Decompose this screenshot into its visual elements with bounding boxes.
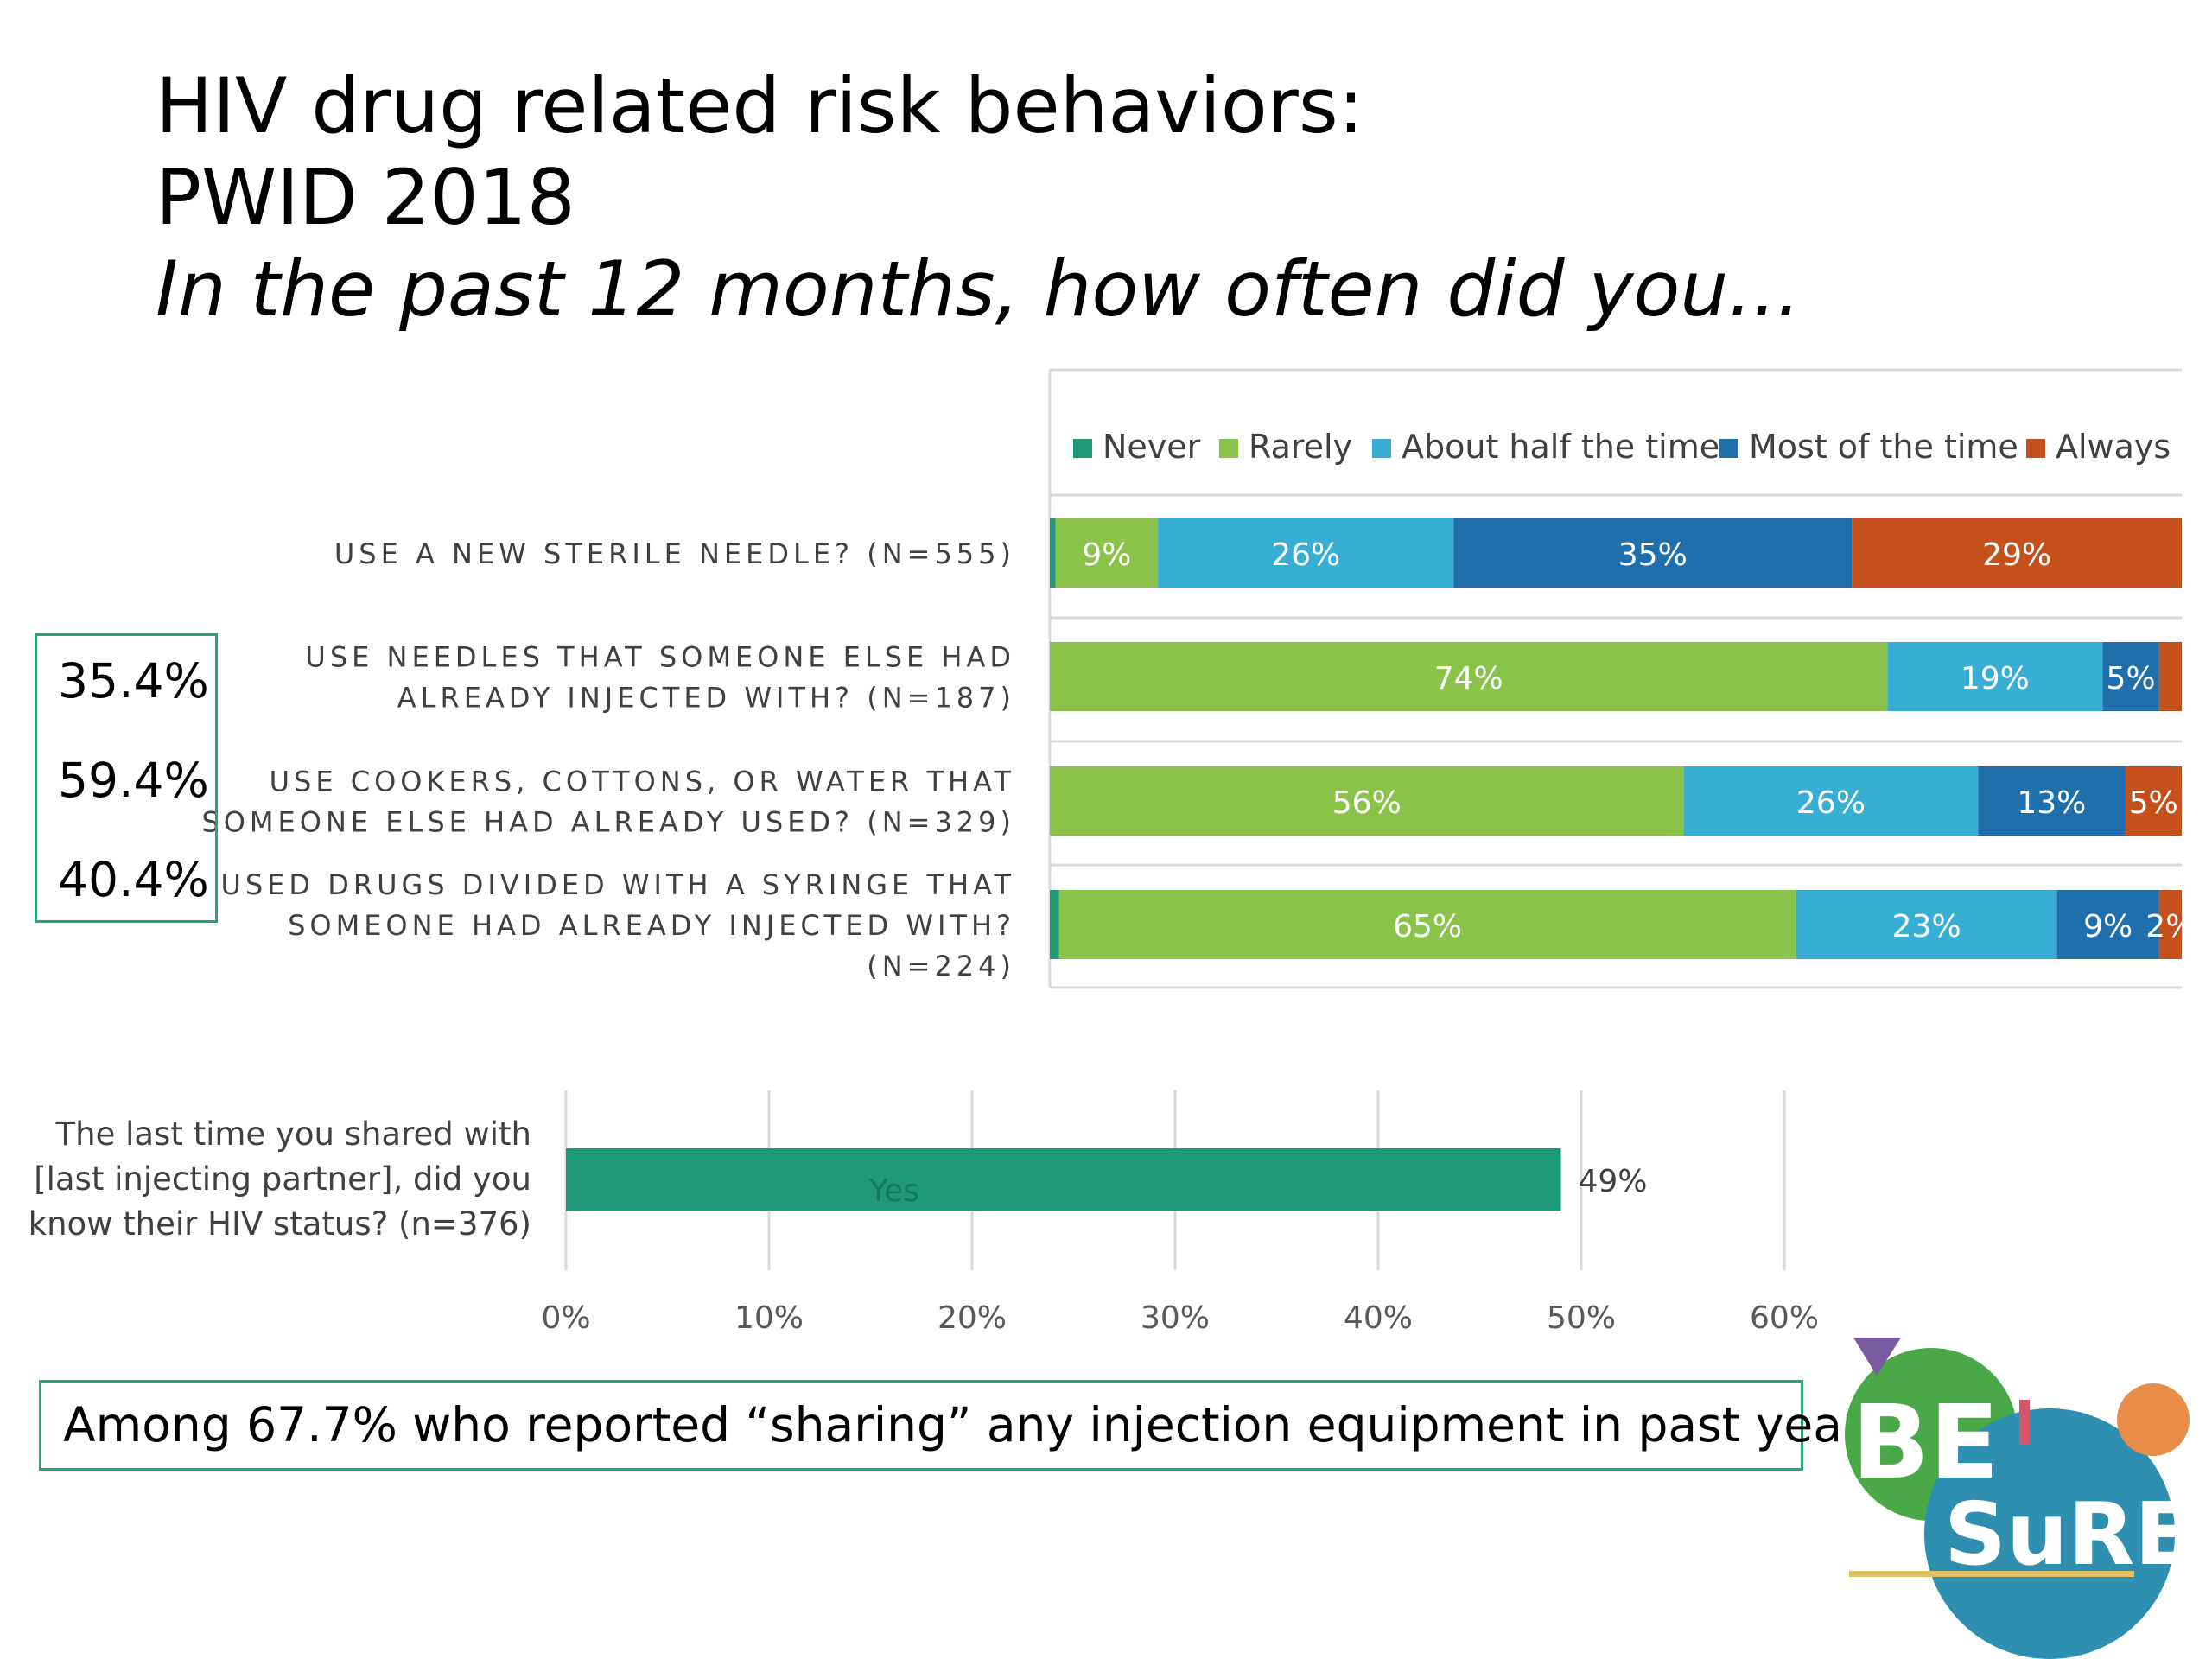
bar-value-label: 49% [1579,1164,1648,1199]
bar-segment [1796,890,2057,959]
bar-segment [2125,766,2182,836]
bar-data-label: 2% [2145,909,2195,944]
legend-label: Most of the time [1749,428,2018,466]
category-label: ALREADY INJECTED WITH? (N=187) [397,682,1015,715]
x-tick-label: 10% [734,1300,804,1336]
bar-segment [1683,766,1979,836]
stat-value: 59.4% [58,753,209,808]
stat-value: 40.4% [58,852,209,907]
category-label: know their HIV status? (n=376) [29,1205,531,1243]
bar-data-label: 9% [2083,909,2133,944]
legend-label: About half the time [1402,428,1719,466]
title-line-1: HIV drug related risk behaviors: [156,61,1364,150]
bar-data-label: 19% [1961,661,2030,696]
legend-swatch [2026,439,2045,458]
besure-logo: BE SuRE [1845,1338,2194,1659]
bar-inner-label: Yes [868,1173,919,1209]
bar-data-label: 5% [2106,661,2155,696]
bar-data-label: 29% [1982,537,2051,573]
logo-text-top: BE [1852,1382,1999,1502]
x-tick-label: 0% [541,1300,590,1336]
legend-label: Always [2056,428,2171,466]
bar [566,1148,1561,1211]
category-label: [last injecting partner], did you [34,1160,531,1198]
subtitle: In the past 12 months, how often did you… [156,245,1802,334]
bar-data-label: 35% [1618,537,1688,573]
bar-data-label: 23% [1892,909,1961,944]
category-label: SOMEONE HAD ALREADY INJECTED WITH? [288,909,1015,942]
x-tick-label: 30% [1141,1300,1210,1336]
bar-segment [1050,642,1888,711]
category-label: USE COOKERS, COTTONS, OR WATER THAT [270,766,1015,798]
bar-segment [2102,642,2159,711]
title-line-2: PWID 2018 [156,153,575,242]
stats-box: 35.4% 59.4% 40.4% [35,633,218,923]
bar-data-label: 65% [1393,909,1462,944]
bar-segment [2158,642,2182,711]
stat-value: 35.4% [58,653,209,709]
legend-label: Never [1103,428,1201,466]
bar-segment [1050,766,1684,836]
legend-swatch [1372,439,1391,458]
footer-note: Among 67.7% who reported “sharing” any i… [39,1380,1862,1471]
category-label: USED DRUGS DIVIDED WITH A SYRINGE THAT [220,868,1015,901]
x-tick-label: 20% [938,1300,1007,1336]
bar-segment [1050,890,1059,959]
legend-label: Rarely [1249,428,1352,466]
logo-text-bottom: SuRE [1944,1484,2194,1585]
bar-segment [1158,518,1454,588]
bar-data-label: 5% [2129,785,2178,821]
bar-segment [1050,518,1056,588]
bar-segment [1453,518,1853,588]
bar-segment [1058,890,1796,959]
x-tick-label: 40% [1344,1300,1413,1336]
page-title: HIV drug related risk behaviors: PWID 20… [156,60,1801,335]
bar-data-label: 74% [1434,661,1503,696]
bar-segment [1887,642,2103,711]
legend-swatch [1073,439,1092,458]
bar-segment [1978,766,2126,836]
x-tick-label: 50% [1547,1300,1616,1336]
bar-segment [2158,890,2182,959]
bar-data-label: 26% [1271,537,1340,573]
bar-data-label: 9% [1082,537,1131,573]
bar-data-label: 56% [1332,785,1402,821]
category-label: SOMEONE ELSE HAD ALREADY USED? (N=329) [201,806,1015,839]
category-label: USE A NEW STERILE NEEDLE? (N=555) [334,537,1015,570]
bar-segment [1852,518,2182,588]
legend-swatch [1219,439,1238,458]
bar-segment [1055,518,1159,588]
legend-swatch [1719,439,1738,458]
category-label: (N=224) [867,950,1015,982]
x-tick-label: 60% [1750,1300,1819,1336]
bar-data-label: 26% [1796,785,1866,821]
category-label: The last time you shared with [55,1116,531,1153]
bar-segment [2056,890,2159,959]
bar-data-label: 13% [2017,785,2086,821]
category-label: USE NEEDLES THAT SOMEONE ELSE HAD [305,641,1015,674]
